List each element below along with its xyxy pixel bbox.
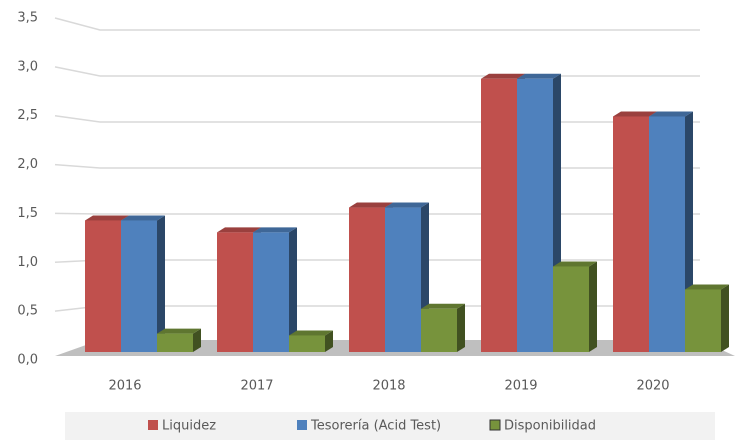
- x-tick-label: 2017: [240, 379, 273, 394]
- bar-top: [349, 202, 393, 208]
- bar-top: [85, 215, 129, 221]
- grid-line: [54, 114, 700, 123]
- bar: [421, 308, 457, 352]
- bar-top: [517, 73, 561, 79]
- bar-top: [481, 73, 525, 79]
- y-tick-label: 1,0: [17, 255, 38, 270]
- bar: [289, 335, 325, 352]
- x-tick-label: 2019: [504, 379, 537, 394]
- bar-top: [685, 284, 729, 290]
- bar-side: [721, 284, 729, 352]
- bar: [385, 207, 421, 352]
- bar-side: [157, 215, 165, 352]
- bar-top: [289, 330, 333, 336]
- bar-side: [457, 303, 465, 352]
- y-tick-label: 3,5: [17, 11, 38, 26]
- bar: [85, 220, 121, 352]
- y-tick-label: 2,0: [17, 157, 38, 172]
- y-tick-label: 0,5: [17, 304, 38, 319]
- bar: [157, 333, 193, 352]
- bar-side: [325, 330, 333, 352]
- bar: [121, 220, 157, 352]
- bar: [481, 78, 517, 352]
- legend-swatch: [297, 420, 307, 430]
- grid-line: [54, 163, 700, 169]
- bar-side: [193, 328, 201, 352]
- bar: [517, 78, 553, 352]
- bar: [253, 232, 289, 352]
- bar-top: [385, 202, 429, 208]
- legend-background: [65, 412, 715, 440]
- bar: [217, 232, 253, 352]
- bar: [649, 116, 685, 352]
- x-tick-label: 2020: [636, 379, 669, 394]
- bar-top: [613, 111, 657, 117]
- grid-line: [54, 66, 700, 77]
- bar-top: [217, 227, 261, 233]
- y-tick-label: 3,0: [17, 59, 38, 74]
- bar-top: [421, 303, 465, 309]
- bar-top: [157, 328, 201, 334]
- x-tick-label: 2018: [372, 379, 405, 394]
- bar: [349, 207, 385, 352]
- legend-swatch: [148, 420, 158, 430]
- legend-label: Disponibilidad: [504, 419, 596, 434]
- y-tick-label: 1,5: [17, 206, 38, 221]
- bar-top: [649, 111, 693, 117]
- bar: [553, 266, 589, 352]
- y-tick-label: 0,0: [17, 353, 38, 368]
- bar-top: [121, 215, 165, 221]
- bar: [685, 289, 721, 352]
- legend-label: Liquidez: [162, 419, 216, 434]
- bar-side: [589, 261, 597, 352]
- bar: [613, 116, 649, 352]
- bar-top: [253, 227, 297, 233]
- legend-label: Tesorería (Acid Test): [310, 419, 441, 434]
- grid-line: [54, 17, 700, 31]
- x-tick-label: 2016: [108, 379, 141, 394]
- bar-top: [553, 261, 597, 267]
- y-tick-label: 2,5: [17, 108, 38, 123]
- legend-swatch: [489, 419, 501, 431]
- bar-side: [289, 227, 297, 352]
